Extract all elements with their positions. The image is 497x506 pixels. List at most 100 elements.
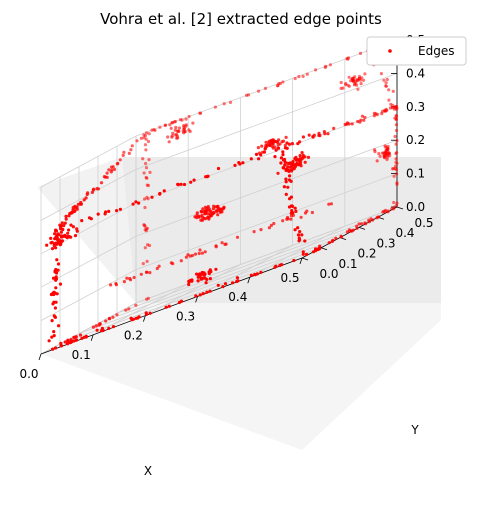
edge-point <box>158 265 161 268</box>
edge-point <box>201 252 204 255</box>
edge-point <box>386 147 389 150</box>
edge-point <box>145 271 148 274</box>
edge-point <box>57 324 60 327</box>
edge-point <box>166 135 169 138</box>
edge-point <box>206 209 209 212</box>
edge-point <box>179 118 182 121</box>
x-tick-label: 0.1 <box>72 348 91 362</box>
edge-point <box>317 134 320 137</box>
edge-point <box>202 271 205 274</box>
edge-point <box>324 66 327 69</box>
edge-point <box>352 79 355 82</box>
z-tick-label: 0.0 <box>406 200 425 214</box>
edge-point <box>284 144 287 147</box>
edge-point <box>281 219 284 222</box>
edge-point <box>257 157 260 160</box>
edge-point <box>176 183 179 186</box>
edge-point <box>277 146 280 149</box>
edge-point <box>305 210 308 213</box>
edge-point <box>104 210 107 213</box>
edge-point <box>163 189 166 192</box>
edge-point <box>340 81 343 84</box>
edge-point <box>221 241 224 244</box>
edge-point <box>48 339 51 342</box>
edge-point <box>300 157 303 160</box>
edge-point <box>217 167 220 170</box>
edge-point <box>45 244 48 247</box>
z-tick-label: 0.4 <box>406 66 425 80</box>
edge-point <box>345 123 348 126</box>
edge-point <box>257 146 260 149</box>
edge-point <box>53 232 56 235</box>
edge-point <box>183 183 186 186</box>
edge-point <box>171 262 174 265</box>
edge-point <box>395 114 398 117</box>
edge-point <box>394 161 397 164</box>
x-tick-label: 0.0 <box>19 367 38 381</box>
edge-point <box>264 87 267 90</box>
y-tick-label: 0.0 <box>319 267 338 281</box>
edge-point <box>124 309 127 312</box>
edge-point <box>373 112 376 115</box>
edge-point <box>67 228 70 231</box>
edge-point <box>314 249 317 252</box>
edge-point <box>298 237 301 240</box>
edge-point <box>135 139 138 142</box>
edge-point <box>107 210 110 213</box>
edge-point <box>57 232 60 235</box>
edge-point <box>191 122 194 125</box>
z-tick-label: 0.1 <box>406 167 425 181</box>
edge-point <box>223 102 226 105</box>
edge-point <box>282 166 285 169</box>
edge-point <box>395 157 398 160</box>
z-tick-label: 0.3 <box>406 100 425 114</box>
edge-point <box>303 239 306 242</box>
edge-point <box>109 283 112 286</box>
edge-point <box>281 150 284 153</box>
edge-point <box>194 294 197 297</box>
edge-point <box>291 142 294 145</box>
edge-point <box>298 230 301 233</box>
edge-point <box>187 283 190 286</box>
y-axis-label: Y <box>410 423 419 437</box>
edge-point <box>348 76 351 79</box>
edge-point <box>345 57 348 60</box>
edge-point <box>298 159 301 162</box>
edge-point <box>111 316 114 319</box>
edge-point <box>147 158 150 161</box>
edge-point <box>54 286 57 289</box>
edge-point <box>229 101 232 104</box>
edge-point <box>134 304 137 307</box>
legend: Edges <box>367 37 466 65</box>
edge-point <box>136 316 139 319</box>
edge-point <box>273 155 276 158</box>
edge-point <box>66 232 69 235</box>
edge-point <box>393 135 396 138</box>
edge-point <box>286 217 289 220</box>
edge-point <box>395 202 398 205</box>
edge-point <box>145 166 148 169</box>
edge-point <box>49 241 52 244</box>
edge-point <box>300 216 303 219</box>
edge-point <box>128 277 131 280</box>
edge-point <box>76 230 79 233</box>
edge-point <box>92 326 95 329</box>
edge-point <box>174 126 177 129</box>
edge-point <box>104 319 107 322</box>
edge-point <box>215 245 218 248</box>
edge-point <box>311 211 314 214</box>
edge-point <box>298 140 301 143</box>
edge-point <box>375 216 378 219</box>
edge-point <box>64 235 67 238</box>
edge-point <box>129 148 132 151</box>
edge-point <box>61 221 64 224</box>
edge-point <box>307 156 310 159</box>
edge-point <box>176 136 179 139</box>
edge-point <box>101 327 104 330</box>
edge-point <box>106 176 109 179</box>
edge-point <box>214 268 217 271</box>
edge-point <box>174 129 177 132</box>
edge-point <box>281 153 284 156</box>
edge-point <box>289 218 292 221</box>
edge-point <box>188 115 191 118</box>
